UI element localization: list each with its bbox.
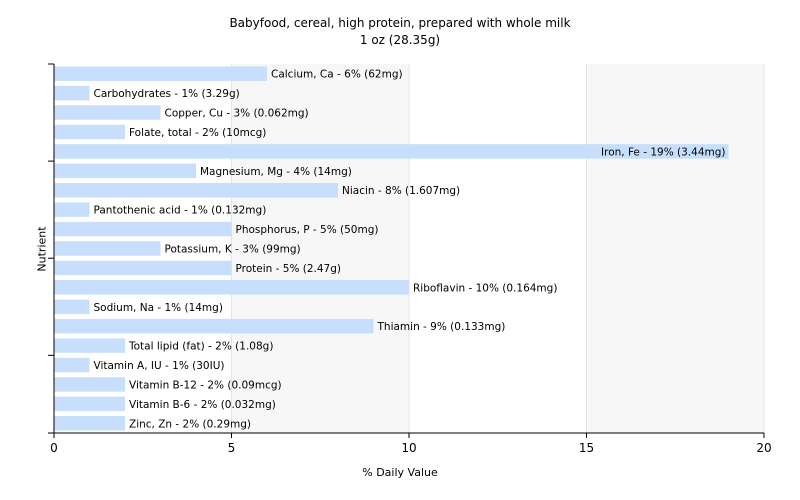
bar bbox=[54, 85, 90, 101]
bar-label: Folate, total - 2% (10mcg) bbox=[129, 127, 266, 139]
bar bbox=[54, 280, 409, 295]
bar-label: Potassium, K - 3% (99mg) bbox=[165, 244, 301, 256]
bar-label: Thiamin - 9% (0.133mg) bbox=[377, 321, 506, 333]
bar bbox=[54, 377, 125, 392]
bar-label: Carbohydrates - 1% (3.29g) bbox=[94, 88, 240, 100]
bar bbox=[54, 202, 90, 217]
x-tick-label: 15 bbox=[579, 441, 594, 455]
bar bbox=[54, 357, 90, 373]
bar-label: Niacin - 8% (1.607mg) bbox=[342, 185, 460, 197]
x-axis-label: % Daily Value bbox=[362, 466, 438, 479]
plot-band bbox=[409, 64, 587, 433]
bar-label: Riboflavin - 10% (0.164mg) bbox=[413, 282, 557, 294]
bar-label: Protein - 5% (2.47g) bbox=[236, 263, 342, 275]
x-tick-label: 20 bbox=[756, 441, 771, 455]
bar bbox=[54, 124, 125, 140]
bar-label: Vitamin B-6 - 2% (0.032mg) bbox=[129, 399, 276, 411]
x-tick-label: 0 bbox=[50, 441, 58, 455]
bar-label: Vitamin B-12 - 2% (0.09mcg) bbox=[129, 379, 282, 391]
bar-label: Magnesium, Mg - 4% (14mg) bbox=[200, 166, 352, 178]
bar bbox=[54, 318, 374, 334]
bar bbox=[54, 144, 729, 159]
bar bbox=[54, 396, 125, 412]
bar bbox=[54, 260, 232, 276]
bar bbox=[54, 66, 267, 81]
bar-label: Calcium, Ca - 6% (62mg) bbox=[271, 69, 403, 81]
bar-label: Sodium, Na - 1% (14mg) bbox=[94, 302, 223, 314]
bar bbox=[54, 416, 125, 431]
x-tick-label: 5 bbox=[228, 441, 236, 455]
bar bbox=[54, 241, 161, 256]
chart-subtitle: 1 oz (28.35g) bbox=[359, 33, 441, 47]
chart-title: Babyfood, cereal, high protein, prepared… bbox=[229, 16, 571, 30]
bar-label: Total lipid (fat) - 2% (1.08g) bbox=[128, 341, 273, 353]
y-axis-label: Nutrient bbox=[35, 226, 49, 272]
bar-label: Vitamin A, IU - 1% (30IU) bbox=[94, 360, 225, 372]
bar bbox=[54, 221, 232, 237]
bar-label: Pantothenic acid - 1% (0.132mg) bbox=[94, 205, 267, 217]
bar-label: Iron, Fe - 19% (3.44mg) bbox=[601, 146, 725, 158]
bar-label: Phosphorus, P - 5% (50mg) bbox=[236, 224, 379, 236]
plot-band bbox=[231, 64, 409, 433]
bar-label: Zinc, Zn - 2% (0.29mg) bbox=[129, 418, 251, 430]
bar bbox=[54, 299, 90, 315]
bar bbox=[54, 338, 125, 353]
bar bbox=[54, 105, 161, 120]
x-tick-label: 10 bbox=[401, 441, 416, 455]
bar bbox=[54, 182, 338, 198]
plot-band bbox=[586, 64, 764, 433]
bar bbox=[54, 163, 196, 179]
bar-label: Copper, Cu - 3% (0.062mg) bbox=[165, 108, 309, 120]
